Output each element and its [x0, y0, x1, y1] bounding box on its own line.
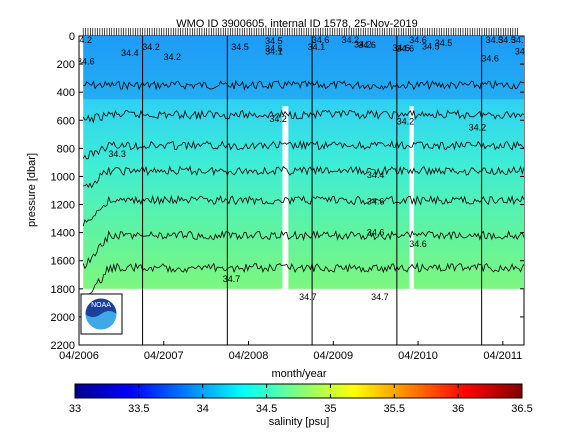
y-tick-label: 2200 — [51, 340, 75, 352]
contour-label: 34.5 — [422, 42, 440, 52]
contour-label: 34.2 — [74, 35, 92, 45]
contour-label: 34.6 — [367, 228, 385, 238]
contour-line — [83, 262, 524, 297]
x-tick-label: 04/2009 — [313, 350, 353, 362]
x-axis: 04/2006 04/2007 04/2008 04/2009 04/2010 04/20… — [59, 341, 522, 362]
contour-line — [82, 109, 524, 124]
contour-label: 34 — [515, 46, 525, 56]
contour-label: 34.4 — [367, 170, 385, 180]
x-tick-label: 04/2011 — [483, 350, 522, 362]
contour-label: 34.1 — [511, 35, 529, 45]
profile-marks — [82, 28, 518, 36]
y-tick-label: 1800 — [51, 284, 75, 296]
x-axis-title: month/year — [271, 368, 326, 380]
y-tick-label: 600 — [57, 115, 75, 127]
contour-label: 34.2 — [269, 114, 287, 124]
x-tick-label: 04/2007 — [144, 350, 184, 362]
y-tick-label: 1600 — [51, 256, 75, 268]
contour-line — [82, 230, 524, 270]
y-axis-title: pressure [dbar] — [26, 153, 38, 227]
contour-label: 34.2 — [341, 35, 359, 45]
contour-label: 34.6 — [409, 35, 427, 45]
contour-label: 34.6 — [358, 40, 376, 50]
colorbar-tick-label: 33 — [69, 403, 81, 415]
contour-label: 34.7 — [371, 292, 389, 302]
contour-label: 34.6 — [397, 44, 415, 54]
contour-label: 34.2 — [469, 122, 487, 132]
contour-label: 34.3 — [108, 149, 126, 159]
colorbar-tick-label: 35 — [324, 403, 336, 415]
x-tick-label: 04/2006 — [59, 350, 99, 362]
data-gap — [282, 106, 289, 303]
contour-label: 34.6 — [392, 43, 410, 53]
contour-label: 34.6 — [481, 53, 499, 63]
contour-label: 34.5 — [265, 36, 283, 46]
contour-label: 34.4 — [121, 48, 139, 58]
contour-label: 34.6 — [77, 56, 95, 66]
chart-title: WMO ID 3900605, internal ID 1578, 25-Nov… — [176, 18, 418, 30]
colorbar-tick-label: 35.5 — [384, 403, 405, 415]
contour-label: 34.2 — [142, 42, 160, 52]
colorbar-tick-label: 36.5 — [511, 403, 532, 415]
colorbar-ticks: 33 33.5 34 34.5 35 35.5 36 36.5 — [69, 384, 533, 415]
surface-layer — [83, 36, 524, 100]
y-tick-label: 400 — [57, 87, 75, 99]
y-tick-label: 1400 — [51, 228, 75, 240]
contour-label: 34.6 — [409, 239, 427, 249]
noaa-logo-text: NOAA — [91, 302, 111, 309]
contour-label: 34.5 — [231, 42, 249, 52]
contour-label: 34.7 — [223, 274, 241, 284]
colorbar-tick-label: 34 — [197, 403, 209, 415]
y-axis: 0 200 400 600 800 1000 1200 1400 1600 1800 2000 220… — [51, 31, 524, 352]
contour-line — [82, 194, 524, 227]
contour-line — [82, 140, 524, 160]
noaa-logo: NOAA — [80, 293, 123, 335]
y-tick-label: 1200 — [51, 200, 75, 212]
contour-labels: 34.234.634.434.234.234.534.534.534.134.6… — [74, 35, 529, 302]
contour-label: 34.1 — [308, 42, 326, 52]
contour-line — [83, 79, 524, 91]
contour-label: 34.6 — [312, 35, 330, 45]
colorbar-tick-label: 36 — [452, 403, 464, 415]
colorbar-tick-label: 33.5 — [128, 403, 149, 415]
contour-label: 34.5 — [498, 35, 516, 45]
contour-label: 34.5 — [435, 38, 453, 48]
data-gap — [409, 106, 414, 303]
contour-label: 34.5 — [265, 44, 283, 54]
colorbar-tick-label: 34.5 — [256, 403, 277, 415]
y-tick-label: 1000 — [51, 171, 75, 183]
y-tick-label: 200 — [57, 59, 75, 71]
x-tick-label: 04/2008 — [229, 350, 269, 362]
contour-label: 34.6 — [367, 197, 385, 207]
contour-label: 34.2 — [354, 39, 372, 49]
y-tick-label: 2000 — [51, 312, 75, 324]
contour-line — [83, 165, 524, 189]
contour-label: 34.7 — [299, 292, 317, 302]
colorbar-title: salinity [psu] — [269, 416, 330, 428]
y-tick-label: 0 — [69, 31, 75, 43]
contour-label: 34.2 — [163, 52, 181, 62]
contour-label: 34.1 — [265, 46, 283, 56]
x-tick-label: 04/2010 — [398, 350, 438, 362]
contour-label: 34.2 — [397, 117, 415, 127]
colorbar — [74, 383, 523, 399]
contour-label: 34.5 — [486, 35, 504, 45]
y-tick-label: 800 — [57, 143, 75, 155]
salinity-field — [82, 36, 524, 345]
